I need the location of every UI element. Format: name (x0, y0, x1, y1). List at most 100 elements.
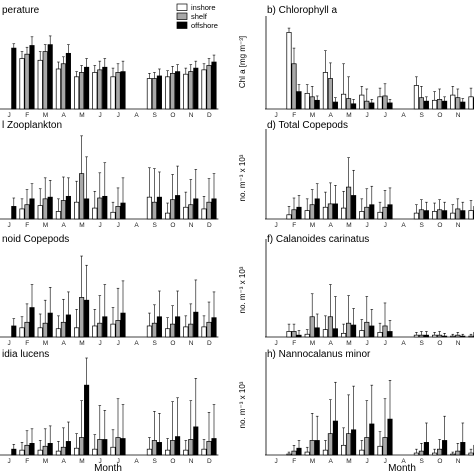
bar-shelf (97, 197, 103, 220)
bar-offshore (175, 71, 181, 110)
bar-offshore (29, 198, 35, 220)
panel-title: idia lucens (2, 349, 49, 360)
x-tick-label: D (207, 458, 212, 465)
panel-title: h) Nannocalanus minor (267, 349, 371, 360)
bar-shelf (206, 201, 212, 220)
bar-offshore (423, 100, 429, 110)
x-tick-label: M (43, 222, 48, 229)
bar-inshore (201, 448, 207, 456)
bar-shelf (24, 444, 30, 456)
legend-swatch-shelf (176, 12, 188, 20)
bar-inshore (37, 59, 43, 110)
x-tick-label: F (25, 112, 29, 119)
bar-offshore (387, 102, 393, 110)
bar-inshore (286, 214, 292, 220)
bar-inshore (322, 206, 328, 220)
bar-shelf (309, 316, 315, 338)
bar-shelf (327, 433, 333, 456)
bar-offshore (460, 210, 466, 220)
x-tick-label: M (79, 458, 84, 465)
bar-shelf (60, 200, 66, 220)
bar-inshore (92, 325, 98, 338)
bar-offshore (156, 75, 162, 110)
bar-inshore (304, 210, 310, 220)
bar-inshore (341, 93, 347, 110)
bar-inshore (19, 208, 25, 220)
bar-offshore (102, 439, 108, 456)
x-axis-label: Month (388, 463, 416, 474)
x-tick-label: A (134, 222, 139, 229)
bar-shelf (42, 445, 48, 456)
bar-offshore (369, 423, 375, 456)
bar-offshore (65, 314, 71, 338)
bar-inshore (74, 76, 80, 110)
bar-offshore (211, 198, 217, 220)
bar-shelf (170, 199, 176, 220)
bar-inshore (432, 452, 438, 456)
bar-offshore (423, 334, 429, 338)
bar-shelf (188, 323, 194, 338)
x-tick-label: N (456, 340, 461, 347)
bar-inshore (304, 451, 310, 456)
bar-offshore (120, 202, 126, 220)
x-tick-label: J (274, 222, 277, 229)
bar-inshore (322, 449, 328, 456)
x-tick-label: M (346, 222, 351, 229)
bar-shelf (151, 440, 157, 456)
bar-offshore (29, 45, 35, 110)
x-tick-label: M (79, 222, 84, 229)
bar-shelf (327, 316, 333, 338)
bar-shelf (115, 206, 121, 220)
x-tick-label: A (134, 458, 139, 465)
bar-shelf (206, 321, 212, 338)
bar-shelf (79, 437, 85, 456)
x-tick-label: S (153, 112, 158, 119)
bar-offshore (84, 198, 90, 220)
bar-offshore (193, 198, 199, 220)
bar-offshore (156, 196, 162, 220)
x-tick-label: N (456, 458, 461, 465)
bar-shelf (346, 433, 352, 456)
bar-shelf (115, 320, 121, 338)
bar-inshore (341, 444, 347, 456)
bar-offshore (29, 443, 35, 456)
bar-inshore (377, 445, 383, 456)
bar-inshore (74, 327, 80, 338)
bar-offshore (175, 316, 181, 338)
bar-offshore (351, 429, 357, 456)
panel-title: perature (2, 5, 40, 16)
panel-c: l Zooplankton J F M A M J J A S O N D (0, 120, 219, 229)
bar-offshore (65, 52, 71, 110)
bar-shelf (97, 322, 103, 338)
bar-offshore (351, 324, 357, 338)
bar-shelf (455, 97, 461, 110)
bar-offshore (296, 447, 302, 456)
bar-shelf (24, 321, 30, 338)
bar-shelf (115, 437, 121, 456)
bar-inshore (55, 68, 61, 110)
legend-label-inshore: inshore (191, 3, 216, 12)
bar-offshore (156, 316, 162, 338)
bar-offshore (84, 299, 90, 338)
bar-inshore (110, 323, 116, 338)
bar-shelf (79, 72, 85, 110)
x-tick-label: S (420, 222, 425, 229)
x-tick-label: M (43, 112, 48, 119)
x-tick-label: M (310, 458, 315, 465)
bar-offshore (387, 204, 393, 220)
bar-shelf (24, 204, 30, 220)
bar-offshore (423, 210, 429, 220)
bar-inshore (432, 211, 438, 220)
bar-shelf (364, 206, 370, 220)
panel-title: noid Copepods (2, 234, 69, 245)
bar-inshore (322, 72, 328, 110)
bar-shelf (309, 440, 315, 456)
bar-inshore (286, 331, 292, 338)
bar-offshore (296, 206, 302, 220)
bar-inshore (413, 452, 419, 456)
bar-inshore (183, 326, 189, 338)
bar-inshore (413, 334, 419, 338)
x-tick-label: A (134, 340, 139, 347)
bar-shelf (364, 437, 370, 456)
